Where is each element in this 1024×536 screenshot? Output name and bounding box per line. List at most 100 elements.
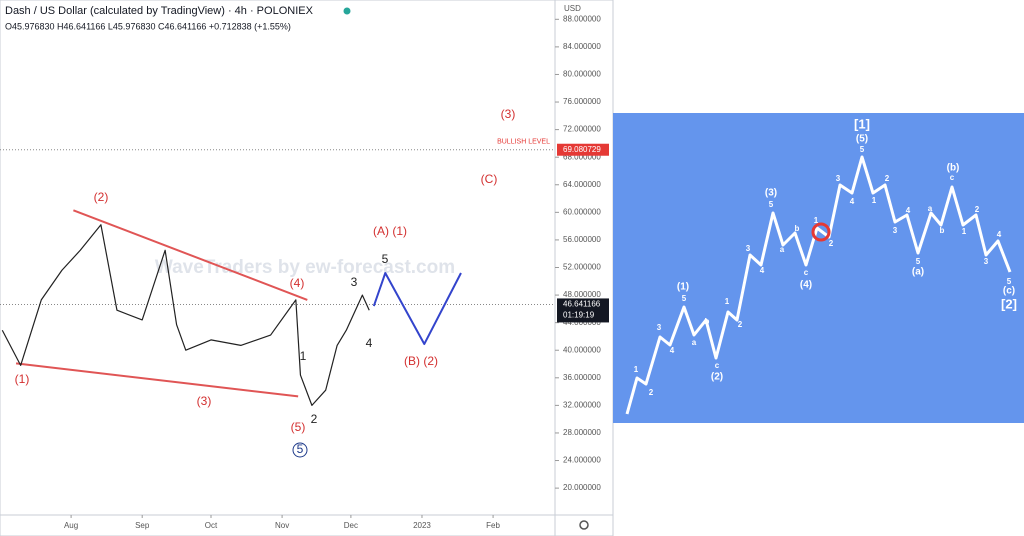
diagram-label: (a) [912,267,924,278]
diagram-label: (c) [1003,286,1015,297]
diagram-label: 3 [893,226,898,235]
diagram-label: c [715,361,720,370]
y-tick-label: 40.000000 [563,345,601,354]
x-tick-label: Aug [64,521,78,530]
diagram-label: (b) [947,163,960,174]
diagram-label: 3 [836,174,841,183]
diagram-label: 2 [885,174,890,183]
diagram-label: 4 [997,230,1002,239]
wave-label: (4) [290,276,305,290]
diagram-label: a [780,245,785,254]
diagram-label: 5 [682,294,687,303]
diagram-label: 1 [814,216,819,225]
diagram-label: 4 [906,206,911,215]
diagram-label: 4 [760,266,765,275]
wave-label: 5 [297,442,304,456]
wave-label: (5) [291,420,306,434]
diagram-label: 5 [860,145,865,154]
wave-label: (B) (2) [404,354,438,368]
countdown: 01:19:19 [563,311,595,320]
diagram-label: 2 [738,320,743,329]
diagram-label: (3) [765,188,777,199]
trendline [15,362,299,398]
y-tick-label: 48.000000 [563,290,601,299]
y-tick-label: 52.000000 [563,263,601,272]
y-tick-label: 88.000000 [563,14,601,23]
x-tick-label: Sep [135,521,150,530]
diagram-label: b [940,226,945,235]
y-tick-label: 84.000000 [563,42,601,51]
wave-label: 2 [311,412,318,426]
diagram-label: 3 [657,323,662,332]
y-tick-label: 20.000000 [563,483,601,492]
price-line [1,224,370,406]
diagram-label: 5 [1007,277,1012,286]
y-tick-label: 68.000000 [563,152,601,161]
x-tick-label: Oct [205,521,218,530]
diagram-label: [2] [1001,296,1017,311]
diagram-label: (5) [856,134,868,145]
diagram-label: 1 [962,227,967,236]
wave-label: (C) [481,172,498,186]
x-tick-label: Feb [486,521,500,530]
diagram-panel [613,113,1024,423]
diagram-label: (2) [711,372,723,383]
y-tick-label: 72.000000 [563,125,601,134]
highlight-circle [811,222,831,242]
ohlc: O45.976830 H46.641166 L45.976830 C46.641… [5,21,291,31]
diagram-label: (4) [800,280,812,291]
wave-label: (3) [501,107,516,121]
bullish-level-tag [557,143,609,156]
diagram-label: 3 [746,244,751,253]
wave-zigzag [625,155,1012,415]
watermark: WaveTraders by ew-forecast.com [155,257,455,278]
wave-circle [292,442,308,458]
x-tick-label: Dec [344,521,358,530]
x-tick-label: Nov [275,521,289,530]
diagram-label: a [928,204,933,213]
diagram-label: 1 [634,365,639,374]
y-tick-label: 64.000000 [563,180,601,189]
diagram-label: a [692,338,697,347]
y-tick-label: 60.000000 [563,207,601,216]
wave-label: 5 [382,252,389,266]
y-tick-label: 80.000000 [563,70,601,79]
diagram-label: [1] [854,116,870,131]
wave-label: (2) [94,190,109,204]
diagram-label: (1) [677,282,689,293]
wave-label: 1 [300,349,307,363]
diagram-label: 5 [916,257,921,266]
diagram-label: 2 [829,239,834,248]
last-price-label: 46.641166 [563,300,601,309]
y-tick-label: 76.000000 [563,97,601,106]
diagram-label: 5 [769,200,774,209]
diagram-label: 4 [670,346,675,355]
y-tick-label: 36.000000 [563,373,601,382]
bullish-level-label: 69.080729 [563,145,601,154]
status-dot [343,7,351,15]
last-price-tag [557,298,609,323]
diagram-label: b [705,317,710,326]
diagram-label: c [950,173,955,182]
currency: USD [564,4,581,13]
diagram-label: 2 [975,205,980,214]
symbol-title: Dash / US Dollar (calculated by TradingV… [5,5,314,17]
wave-label: 3 [351,275,358,289]
wave-label: 4 [366,336,373,350]
diagram-label: 1 [725,297,730,306]
y-tick-label: 28.000000 [563,428,601,437]
y-tick-label: 32.000000 [563,400,601,409]
y-tick-label: 24.000000 [563,456,601,465]
bullish-level-name: BULLISH LEVEL [497,139,550,146]
x-tick-label: 2023 [413,521,431,530]
trendline [73,209,308,301]
wave-label: (1) [15,372,30,386]
wave-label: (A) (1) [373,224,407,238]
y-tick-label: 56.000000 [563,235,601,244]
diagram-label: 1 [872,196,877,205]
diagram-label: c [804,268,809,277]
settings-icon[interactable] [579,520,589,530]
diagram-label: b [795,224,800,233]
diagram-label: 2 [649,388,654,397]
